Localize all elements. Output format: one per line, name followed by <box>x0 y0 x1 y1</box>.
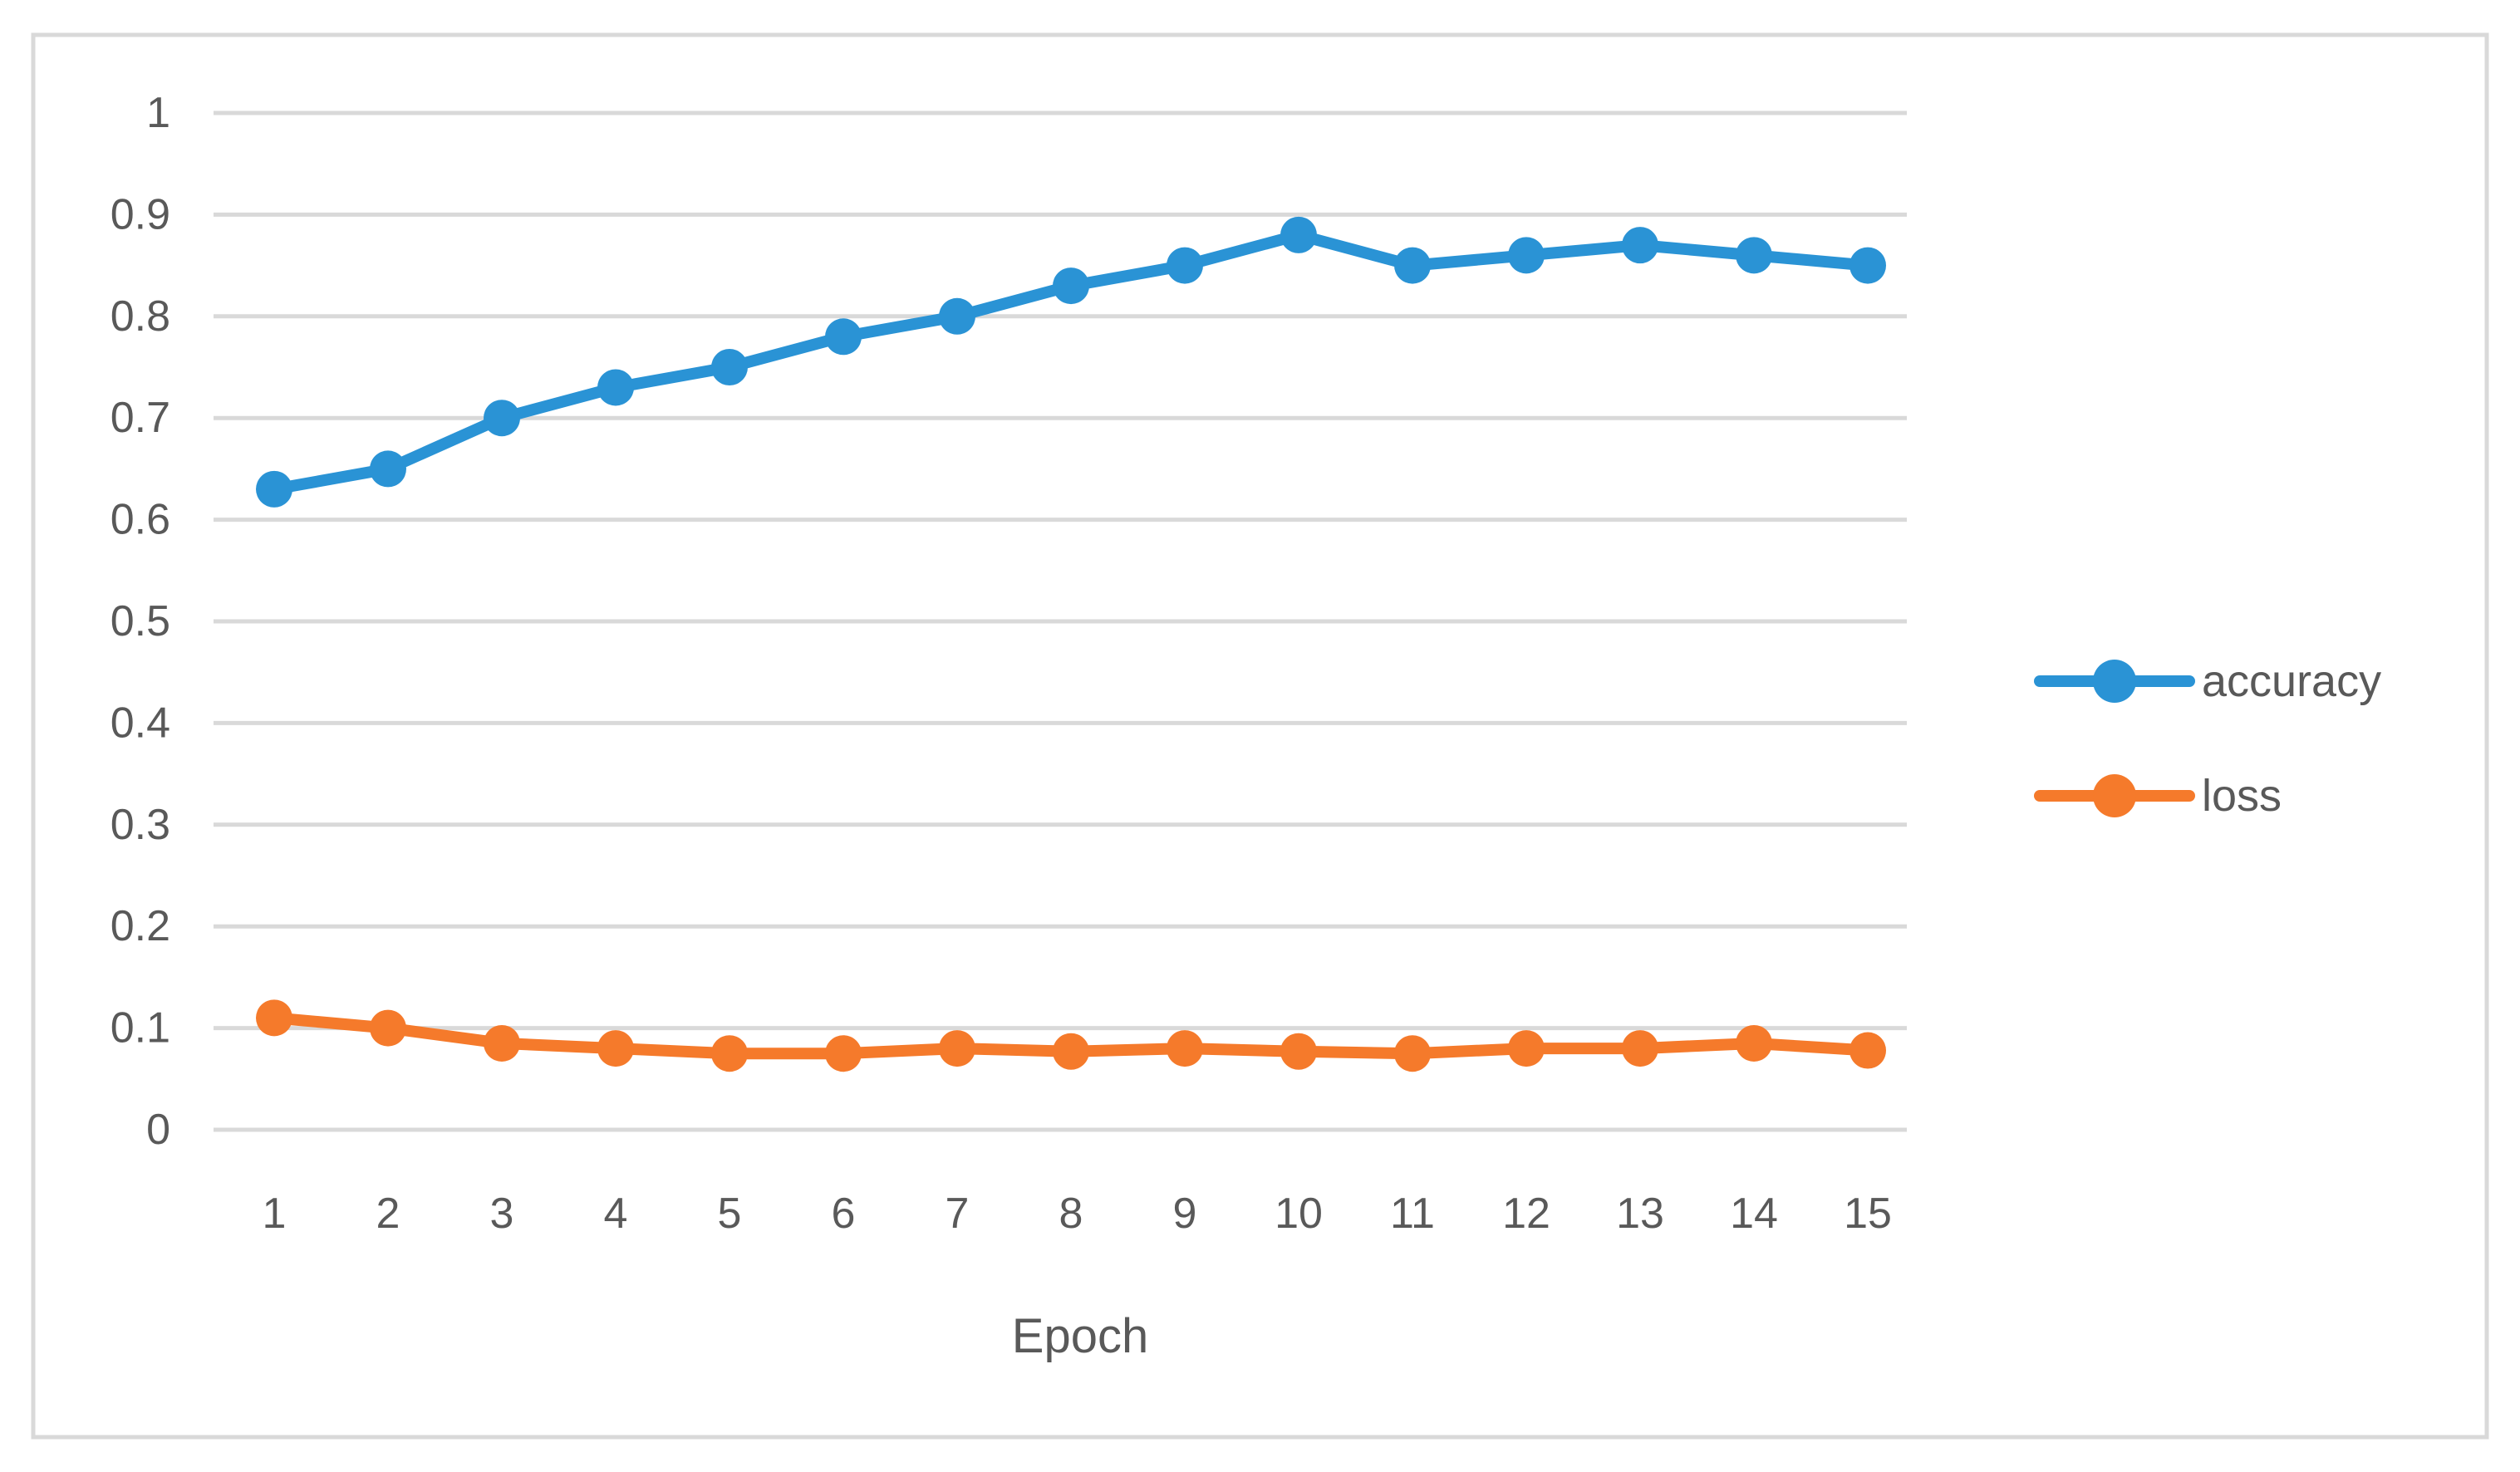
accuracy-marker <box>1394 247 1431 284</box>
accuracy-marker <box>1622 227 1658 264</box>
y-tick-label: 0.4 <box>111 699 170 747</box>
loss-marker <box>1736 1024 1772 1062</box>
x-tick-label: 9 <box>1173 1190 1197 1238</box>
x-tick-label: 10 <box>1275 1190 1323 1238</box>
y-tick-label: 0.1 <box>111 1004 170 1052</box>
x-tick-label: 4 <box>604 1190 628 1238</box>
legend-accuracy-marker <box>2093 660 2136 703</box>
accuracy-marker <box>484 400 520 437</box>
loss-marker <box>1508 1030 1545 1067</box>
y-tick-label: 0.2 <box>111 902 170 950</box>
x-tick-label: 14 <box>1730 1190 1778 1238</box>
y-tick-label: 0.3 <box>111 801 170 849</box>
loss-marker <box>1280 1033 1317 1070</box>
x-tick-label: 2 <box>376 1190 400 1238</box>
y-tick-label: 0.9 <box>111 190 170 238</box>
loss-marker <box>370 1009 406 1047</box>
y-tick-label: 0.7 <box>111 394 170 442</box>
accuracy-marker <box>1280 216 1317 253</box>
x-tick-label: 1 <box>263 1190 287 1238</box>
y-tick-label: 0 <box>146 1106 170 1154</box>
loss-marker <box>711 1035 748 1072</box>
loss-marker <box>1053 1033 1089 1070</box>
x-tick-label: 7 <box>946 1190 970 1238</box>
legend-label-loss: loss <box>2202 771 2282 821</box>
legend-loss-marker <box>2093 774 2136 817</box>
x-tick-label: 5 <box>718 1190 742 1238</box>
loss-marker <box>1622 1030 1658 1067</box>
legend-label-accuracy: accuracy <box>2202 656 2381 706</box>
accuracy-marker <box>597 369 634 406</box>
x-tick-label: 12 <box>1502 1190 1550 1238</box>
x-tick-label: 11 <box>1390 1190 1435 1238</box>
y-tick-label: 0.8 <box>111 292 170 341</box>
series-group <box>256 216 1886 1072</box>
accuracy-marker <box>370 450 406 488</box>
loss-marker <box>939 1030 975 1067</box>
x-tick-label: 3 <box>490 1190 514 1238</box>
accuracy-marker <box>1167 247 1203 284</box>
x-tick-label: 8 <box>1059 1190 1083 1238</box>
accuracy-marker <box>939 297 975 335</box>
legend: accuracy loss <box>2034 656 2381 821</box>
accuracy-marker <box>711 349 748 385</box>
x-tick-label: 15 <box>1844 1190 1892 1238</box>
y-axis-tick-labels: 0 0.1 0.2 0.3 0.4 0.5 0.6 0.7 0.8 0.9 1 <box>111 89 170 1154</box>
loss-marker <box>1849 1032 1886 1069</box>
loss-marker <box>825 1035 862 1072</box>
accuracy-marker <box>825 318 862 356</box>
x-tick-label: 13 <box>1616 1190 1664 1238</box>
accuracy-marker <box>1849 247 1886 284</box>
chart-border-frame <box>31 32 2489 1440</box>
x-tick-label: 6 <box>832 1190 856 1238</box>
y-tick-label: 0.6 <box>111 496 170 544</box>
accuracy-marker <box>1053 267 1089 305</box>
accuracy-marker <box>256 470 292 508</box>
x-axis-title: Epoch <box>1012 1309 1148 1363</box>
loss-marker <box>256 999 292 1037</box>
accuracy-marker <box>1508 237 1545 274</box>
y-tick-label: 1 <box>146 89 170 137</box>
y-tick-label: 0.5 <box>111 597 170 645</box>
loss-marker <box>1167 1030 1203 1067</box>
loss-marker <box>484 1024 520 1062</box>
x-axis-tick-labels: 1 2 3 4 5 6 7 8 9 10 11 12 13 14 15 <box>263 1190 1892 1238</box>
loss-marker <box>597 1030 634 1067</box>
loss-marker <box>1394 1035 1431 1072</box>
accuracy-marker <box>1736 237 1772 274</box>
